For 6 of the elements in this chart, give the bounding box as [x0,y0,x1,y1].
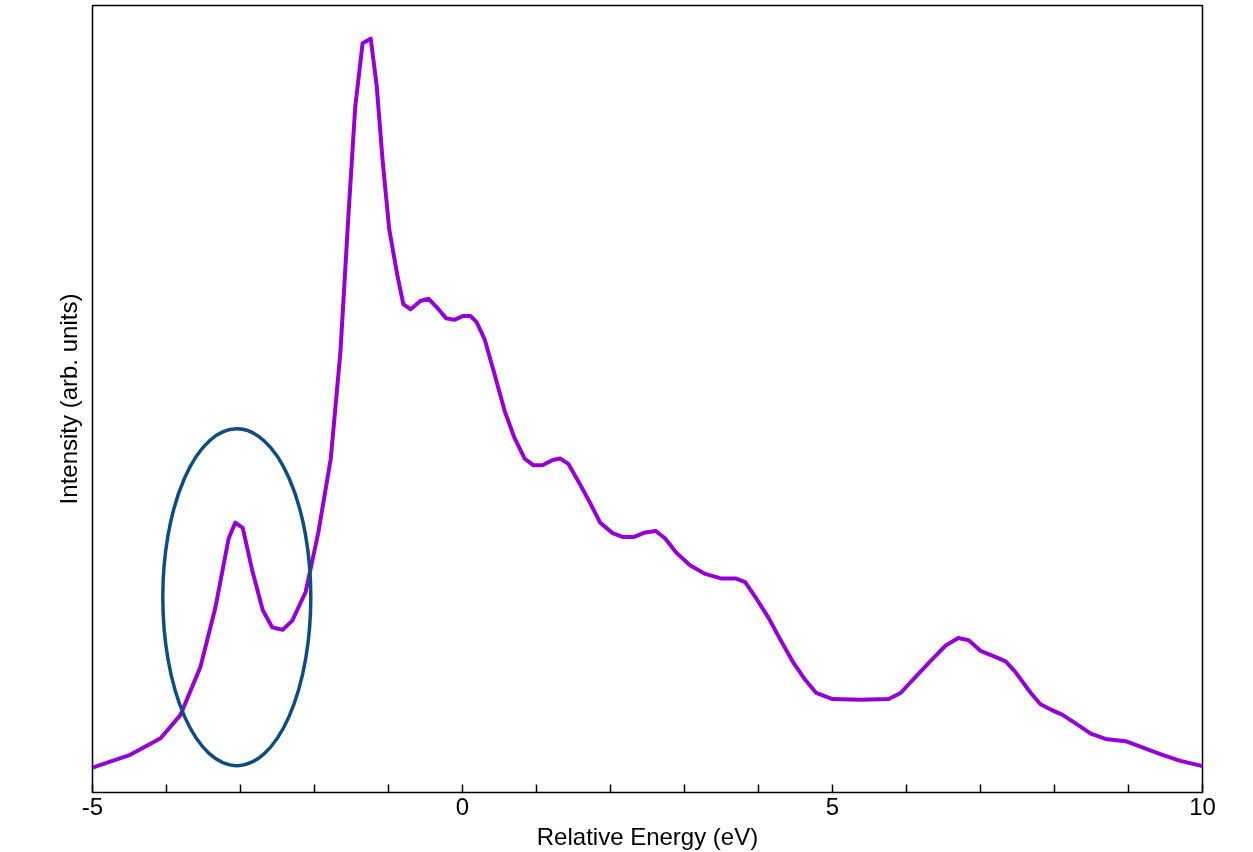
x-tick-label: 5 [825,792,840,820]
x-tick-label: -5 [81,792,104,820]
x-tick-label: 0 [455,792,470,820]
y-axis-title: Intensity (arb. units) [54,293,82,505]
x-axis-title: Relative Energy (eV) [536,822,759,850]
x-tick-label: 10 [1189,792,1216,820]
